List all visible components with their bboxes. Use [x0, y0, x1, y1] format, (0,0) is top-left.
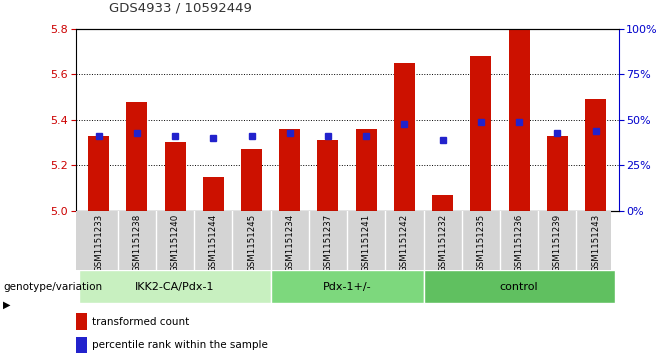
- Text: Pdx-1+/-: Pdx-1+/-: [323, 282, 371, 292]
- Bar: [317, 140, 338, 211]
- Text: GSM1151239: GSM1151239: [553, 213, 562, 272]
- Bar: [509, 29, 530, 211]
- Text: control: control: [500, 282, 538, 292]
- Text: GSM1151241: GSM1151241: [362, 213, 370, 272]
- Text: transformed count: transformed count: [92, 317, 190, 327]
- Bar: [547, 136, 568, 211]
- Bar: [424, 270, 615, 303]
- Bar: [76, 313, 87, 330]
- Bar: [241, 149, 262, 211]
- Bar: [126, 102, 147, 211]
- Text: GSM1151242: GSM1151242: [400, 213, 409, 272]
- Text: percentile rank within the sample: percentile rank within the sample: [92, 340, 268, 350]
- Text: IKK2-CA/Pdx-1: IKK2-CA/Pdx-1: [136, 282, 215, 292]
- Bar: [356, 129, 377, 211]
- Text: GSM1151244: GSM1151244: [209, 213, 218, 272]
- Text: GSM1151238: GSM1151238: [132, 213, 141, 272]
- Bar: [394, 63, 415, 211]
- Text: GDS4933 / 10592449: GDS4933 / 10592449: [109, 1, 251, 15]
- Bar: [88, 136, 109, 211]
- Text: GSM1151245: GSM1151245: [247, 213, 256, 272]
- Text: GSM1151234: GSM1151234: [286, 213, 294, 272]
- Text: GSM1151240: GSM1151240: [170, 213, 180, 272]
- Text: GSM1151233: GSM1151233: [94, 213, 103, 272]
- Bar: [585, 99, 606, 211]
- Text: ▶: ▶: [3, 300, 11, 310]
- Bar: [76, 337, 87, 354]
- Bar: [432, 195, 453, 211]
- Bar: [203, 176, 224, 211]
- Text: GSM1151243: GSM1151243: [591, 213, 600, 272]
- Bar: [470, 56, 492, 211]
- Text: GSM1151237: GSM1151237: [324, 213, 332, 272]
- Text: GSM1151236: GSM1151236: [515, 213, 524, 272]
- Bar: [270, 270, 424, 303]
- Bar: [164, 143, 186, 211]
- Text: GSM1151235: GSM1151235: [476, 213, 486, 272]
- Text: genotype/variation: genotype/variation: [3, 282, 103, 292]
- Bar: [279, 129, 300, 211]
- Bar: [80, 270, 270, 303]
- Text: GSM1151232: GSM1151232: [438, 213, 447, 272]
